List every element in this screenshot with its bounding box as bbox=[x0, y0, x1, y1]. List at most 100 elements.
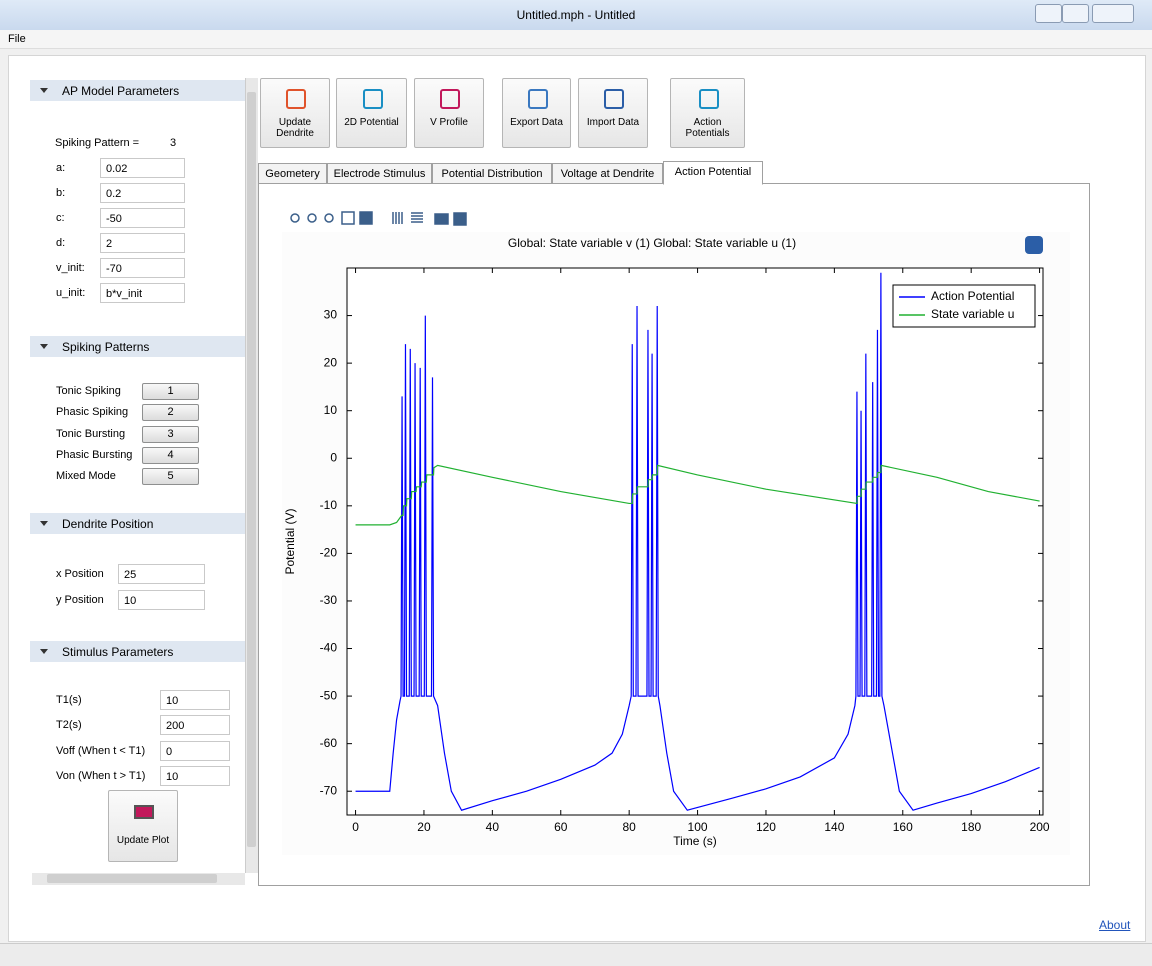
toolbar-button[interactable]: Export Data bbox=[502, 78, 571, 148]
field-label: b: bbox=[56, 187, 66, 199]
toolbar-button[interactable]: 2D Potential bbox=[336, 78, 407, 148]
field-label: y Position bbox=[56, 594, 104, 606]
series-line bbox=[355, 272, 1040, 811]
horizontal-scrollbar[interactable] bbox=[32, 873, 245, 885]
y-tick-label: -70 bbox=[320, 783, 338, 797]
grid-y-icon[interactable] bbox=[411, 212, 423, 223]
zoom-extents-icon[interactable] bbox=[341, 211, 355, 225]
x-tick-label: 0 bbox=[352, 820, 359, 834]
section-title: AP Model Parameters bbox=[62, 84, 180, 98]
pattern-button[interactable]: 5 bbox=[142, 468, 199, 486]
collapse-arrow[interactable] bbox=[40, 344, 48, 349]
x-tick-label: 40 bbox=[486, 820, 500, 834]
tab[interactable]: Potential Distribution bbox=[432, 163, 552, 184]
button-label: Update Plot bbox=[116, 835, 170, 846]
text-input[interactable]: 200 bbox=[160, 715, 230, 736]
menu-item[interactable]: File bbox=[8, 33, 26, 45]
print-icon[interactable] bbox=[453, 212, 467, 226]
button-label: Export Data bbox=[510, 117, 563, 128]
tab[interactable]: Electrode Stimulus bbox=[327, 163, 432, 184]
x-tick-label: 160 bbox=[893, 820, 913, 834]
tab[interactable]: Geometery bbox=[258, 163, 327, 184]
pattern-button[interactable]: 4 bbox=[142, 446, 199, 464]
button-icon bbox=[698, 89, 719, 109]
pattern-button[interactable]: 2 bbox=[142, 404, 199, 422]
x-tick-label: 60 bbox=[554, 820, 568, 834]
text-input[interactable]: 10 bbox=[118, 590, 205, 610]
collapse-arrow[interactable] bbox=[40, 88, 48, 93]
note-value: 3 bbox=[170, 137, 177, 149]
y-tick-label: -40 bbox=[320, 641, 338, 655]
button-label: 2D Potential bbox=[344, 117, 399, 128]
x-tick-label: 200 bbox=[1030, 820, 1050, 834]
scene-light-icon[interactable] bbox=[359, 211, 373, 225]
update-plot-button[interactable]: Update Plot bbox=[108, 790, 178, 862]
x-tick-label: 140 bbox=[824, 820, 844, 834]
legend-label: Action Potential bbox=[931, 289, 1014, 303]
pattern-label: Tonic Bursting bbox=[56, 427, 126, 440]
text-input[interactable]: 0 bbox=[160, 740, 230, 761]
section-title: Dendrite Position bbox=[62, 517, 154, 531]
pattern-button[interactable]: 3 bbox=[142, 425, 199, 443]
field-label: T2(s) bbox=[56, 719, 82, 732]
field-label: v_init: bbox=[56, 262, 85, 274]
button-icon bbox=[527, 89, 548, 109]
field-label: a: bbox=[56, 162, 66, 174]
x-tick-label: 100 bbox=[688, 820, 708, 834]
scroll-thumb[interactable] bbox=[47, 874, 217, 883]
text-input[interactable]: 25 bbox=[118, 564, 205, 584]
close-button[interactable] bbox=[1092, 4, 1134, 23]
text-input[interactable]: 2 bbox=[100, 233, 185, 253]
series-line bbox=[355, 464, 1040, 526]
section-header[interactable]: AP Model Parameters bbox=[30, 80, 245, 101]
text-input[interactable]: 0.2 bbox=[100, 183, 185, 203]
button-icon bbox=[604, 89, 624, 109]
plot-toolbar bbox=[290, 211, 467, 226]
toolbar-button[interactable]: Update Dendrite bbox=[260, 78, 330, 148]
text-input[interactable]: -50 bbox=[100, 208, 185, 228]
chart: Global: State variable v (1) Global: Sta… bbox=[282, 232, 1070, 855]
y-axis-label: Potential (V) bbox=[283, 508, 297, 574]
y-tick-label: -50 bbox=[320, 688, 338, 702]
text-input[interactable]: 10 bbox=[160, 765, 230, 786]
sidebar: AP Model Parameters Spiking Pattern = 3 a: 0… bbox=[30, 78, 245, 873]
zoom-out-icon[interactable] bbox=[307, 213, 317, 223]
section-header[interactable]: Dendrite Position bbox=[30, 513, 245, 534]
toolbar-button[interactable]: Import Data bbox=[578, 78, 648, 148]
plot-area bbox=[346, 267, 1044, 816]
text-input[interactable]: 10 bbox=[160, 690, 230, 710]
button-label: Import Data bbox=[586, 117, 640, 128]
minimize-button[interactable] bbox=[1035, 4, 1062, 23]
menu-bar: File bbox=[0, 30, 1152, 49]
y-tick-label: -10 bbox=[320, 498, 338, 512]
field-label: Voff (When t < T1) bbox=[56, 744, 146, 757]
text-input[interactable]: 0.02 bbox=[100, 158, 185, 178]
tab[interactable]: Action Potential bbox=[663, 161, 763, 185]
vertical-scrollbar[interactable] bbox=[245, 78, 258, 873]
scroll-thumb[interactable] bbox=[247, 92, 256, 847]
button-icon bbox=[286, 89, 306, 109]
section-header[interactable]: Stimulus Parameters bbox=[30, 641, 245, 662]
button-icon bbox=[134, 805, 154, 819]
button-icon bbox=[362, 89, 383, 109]
tab[interactable]: Voltage at Dendrite bbox=[552, 163, 663, 184]
collapse-arrow[interactable] bbox=[40, 649, 48, 654]
grid-x-icon[interactable] bbox=[392, 212, 403, 224]
field-label: x Position bbox=[56, 568, 104, 580]
toolbar-button[interactable]: V Profile bbox=[414, 78, 484, 148]
camera-icon[interactable] bbox=[434, 213, 449, 225]
text-input[interactable]: b*v_init bbox=[100, 283, 185, 303]
y-tick-label: 30 bbox=[324, 308, 338, 322]
about-link[interactable]: About bbox=[1099, 918, 1131, 932]
maximize-button[interactable] bbox=[1062, 4, 1089, 23]
field-label: c: bbox=[56, 212, 65, 224]
pattern-label: Phasic Spiking bbox=[56, 406, 129, 419]
toolbar-button[interactable]: Action Potentials bbox=[670, 78, 745, 148]
zoom-box-icon[interactable] bbox=[324, 213, 334, 223]
pattern-button[interactable]: 1 bbox=[142, 383, 199, 400]
text-input[interactable]: -70 bbox=[100, 258, 185, 278]
zoom-in-icon[interactable] bbox=[290, 213, 300, 223]
section-header[interactable]: Spiking Patterns bbox=[30, 336, 245, 357]
collapse-arrow[interactable] bbox=[40, 521, 48, 526]
